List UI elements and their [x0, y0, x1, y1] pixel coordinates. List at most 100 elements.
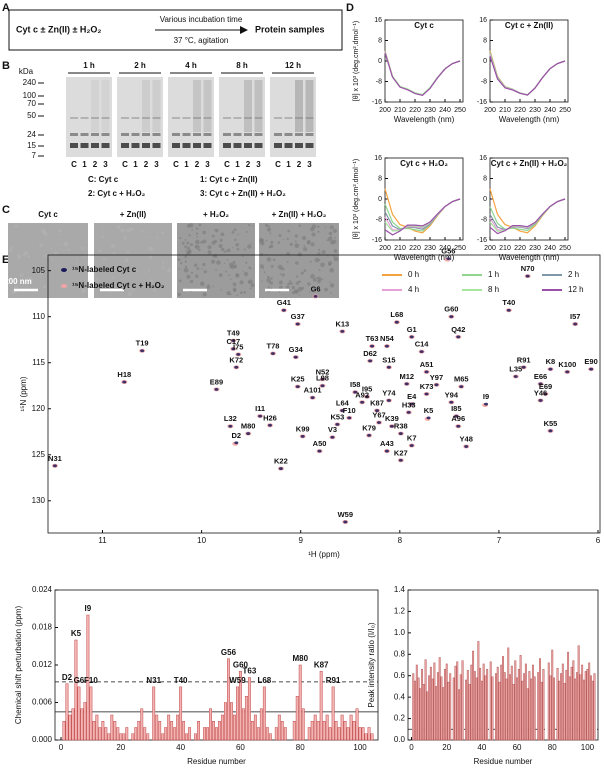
bar	[170, 721, 174, 741]
tem-texture	[206, 285, 211, 289]
bar	[307, 727, 311, 741]
tem-label: + Zn(II) + H₂O₂	[272, 210, 327, 219]
tem-texture	[248, 266, 251, 269]
peak-label: I11	[255, 404, 265, 413]
scale-label: 200 nm	[4, 277, 32, 286]
panel-letter: A	[2, 2, 10, 14]
bar	[484, 675, 487, 741]
peak-label: G6	[311, 284, 321, 293]
tem-texture	[113, 252, 117, 256]
marker-label: 240	[23, 78, 37, 87]
tem-texture	[269, 244, 274, 248]
bar	[542, 669, 545, 741]
bar	[125, 727, 129, 741]
gel-band	[274, 143, 282, 148]
tem-texture	[124, 258, 129, 263]
peak	[409, 335, 414, 339]
tem-texture	[243, 291, 246, 294]
y-tick-label: 0	[483, 58, 487, 65]
y-axis-label: Chemical shift perturbation (ppm)	[14, 606, 23, 725]
tem-texture	[134, 246, 136, 248]
peak	[367, 434, 372, 437]
tem-texture	[43, 231, 48, 236]
tem-texture	[296, 275, 299, 278]
gel-band	[131, 117, 140, 119]
x-tick-label: 10	[197, 536, 206, 545]
x-tick-label: 0	[59, 743, 64, 752]
y-tick-label: 1.0	[394, 628, 406, 637]
bar	[521, 680, 524, 741]
gel-band	[274, 133, 282, 136]
peak	[409, 402, 414, 406]
peak	[320, 384, 325, 388]
y-tick-label: 0.0	[394, 735, 406, 744]
tem-texture	[184, 239, 187, 241]
legend-label: 2 h	[568, 270, 579, 279]
tem-texture	[300, 271, 304, 275]
bar	[370, 733, 374, 741]
plot-frame	[384, 19, 464, 103]
bar	[185, 733, 189, 741]
bar	[322, 721, 326, 741]
bar	[526, 688, 529, 741]
tem-texture	[189, 243, 193, 247]
marker-label: 50	[27, 111, 36, 120]
bar	[164, 727, 168, 741]
gel-band	[244, 133, 252, 136]
y-tick-label: 0.012	[32, 660, 53, 669]
bar	[71, 708, 75, 741]
bar	[140, 708, 144, 741]
bar	[68, 714, 72, 741]
bar	[283, 727, 287, 741]
tem-texture	[16, 254, 22, 259]
y-tick-label: 0.4	[394, 692, 406, 701]
bar	[556, 667, 559, 741]
tem-texture	[281, 273, 285, 277]
legend-label: 4 h	[408, 285, 419, 294]
tem-texture	[263, 271, 266, 274]
panel-letter: C	[2, 204, 10, 216]
tem-texture	[26, 271, 29, 274]
x-tick-label: 60	[236, 743, 245, 752]
bar	[298, 664, 302, 741]
bar	[98, 727, 102, 741]
x-tick-label: 210	[499, 107, 511, 114]
gel-band	[295, 133, 303, 136]
tem-texture	[245, 261, 248, 264]
bar	[232, 714, 236, 741]
bar	[570, 666, 573, 741]
bar	[428, 675, 431, 741]
bar	[80, 708, 84, 741]
tem-texture	[330, 240, 335, 245]
tem-texture	[309, 290, 311, 293]
x-tick-label: 200	[484, 107, 496, 114]
tem-texture	[186, 274, 191, 279]
x-tick-label: 80	[296, 743, 305, 752]
tem-texture	[167, 268, 172, 273]
x-tick-label: 230	[424, 107, 436, 114]
x-tick-label: 11	[98, 536, 107, 545]
tem-texture	[184, 255, 188, 259]
tem-texture	[67, 248, 70, 252]
bar	[495, 673, 497, 741]
cd-line	[384, 51, 461, 96]
tem-texture	[237, 233, 240, 236]
lane-label: C	[224, 160, 230, 169]
tem-texture	[266, 257, 272, 262]
peak-label: C17	[226, 337, 240, 346]
tem-texture	[223, 251, 225, 254]
gel-band	[131, 133, 140, 136]
tem-texture	[329, 283, 335, 288]
gel-band	[70, 133, 78, 136]
bar	[274, 727, 278, 741]
gel-band	[80, 143, 89, 148]
bar-annotation: F10	[84, 676, 98, 685]
tem-texture	[317, 248, 321, 252]
bar	[86, 614, 90, 741]
tem-texture	[43, 255, 46, 258]
y-tick-label: 0.024	[32, 585, 53, 594]
x-tick-label: 220	[409, 245, 421, 252]
peak-label: K39	[385, 414, 399, 423]
bar	[95, 714, 99, 741]
scheme-box	[8, 9, 343, 51]
